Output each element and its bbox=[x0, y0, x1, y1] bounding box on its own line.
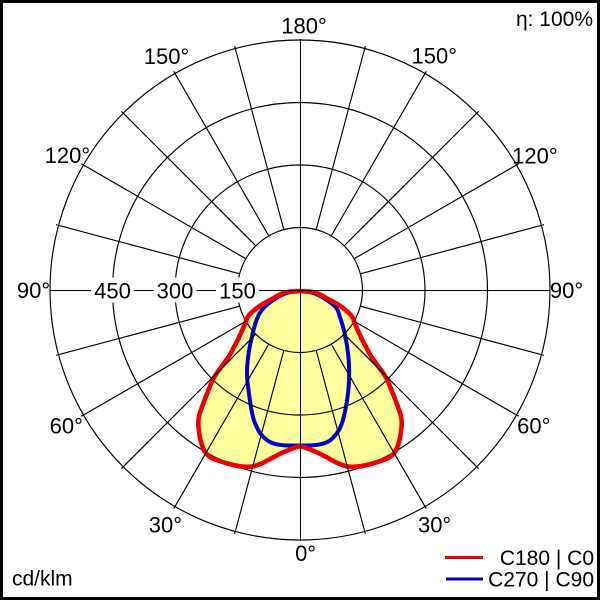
svg-text:300: 300 bbox=[157, 279, 194, 304]
svg-text:30°: 30° bbox=[418, 512, 451, 537]
svg-text:90°: 90° bbox=[550, 278, 583, 303]
svg-text:60°: 60° bbox=[517, 414, 550, 439]
svg-text:90°: 90° bbox=[17, 278, 50, 303]
svg-text:0°: 0° bbox=[295, 541, 316, 566]
svg-text:60°: 60° bbox=[50, 414, 83, 439]
svg-text:120°: 120° bbox=[512, 144, 558, 169]
svg-text:180°: 180° bbox=[281, 14, 327, 39]
svg-text:150°: 150° bbox=[412, 44, 458, 69]
svg-text:cd/klm: cd/klm bbox=[12, 568, 73, 591]
svg-text:150°: 150° bbox=[144, 44, 190, 69]
svg-text:C270 | C90: C270 | C90 bbox=[488, 569, 594, 592]
svg-text:30°: 30° bbox=[149, 512, 182, 537]
svg-text:η: 100%: η: 100% bbox=[516, 8, 593, 31]
svg-text:120°: 120° bbox=[45, 143, 91, 168]
svg-text:C180 | C0: C180 | C0 bbox=[500, 547, 594, 570]
svg-text:450: 450 bbox=[94, 279, 131, 304]
svg-text:150: 150 bbox=[219, 279, 256, 304]
